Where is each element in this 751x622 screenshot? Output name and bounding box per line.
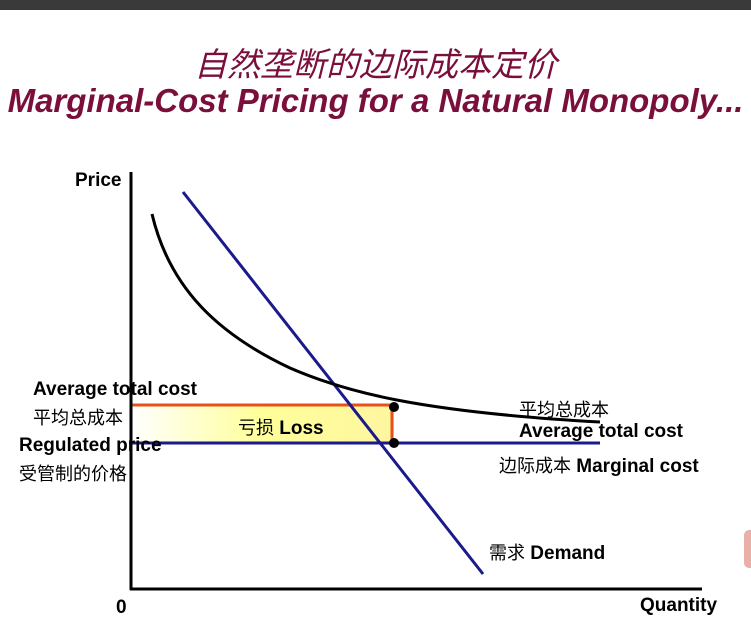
- marginal-cost-label: 边际成本 Marginal cost: [499, 452, 699, 478]
- demand-label: 需求 Demand: [489, 539, 605, 565]
- average-total-cost-curve: [150, 213, 601, 424]
- loss-label-cn: 亏损: [238, 418, 274, 439]
- x-axis-label: Quantity: [640, 595, 718, 616]
- atc-right-label: Average total cost: [519, 421, 684, 442]
- mc-demand-intersection-point: [389, 438, 399, 448]
- atc-intersection-point: [389, 402, 399, 412]
- regulated-price-label: Regulated price: [19, 435, 162, 456]
- slide-title-english: Marginal-Cost Pricing for a Natural Mono…: [7, 82, 744, 119]
- atc-right-label-cn: 平均总成本: [519, 400, 609, 421]
- top-bar: [0, 0, 751, 10]
- loss-label-en: Loss: [279, 418, 324, 439]
- demand-label-en: Demand: [530, 543, 606, 564]
- slide-title-chinese: 自然垄断的边际成本定价: [194, 45, 557, 84]
- side-tab[interactable]: [744, 530, 751, 568]
- atc-left-label: Average total cost: [33, 379, 198, 400]
- marginal-cost-label-cn: 边际成本: [499, 456, 571, 477]
- regulated-price-label-cn: 受管制的价格: [19, 464, 127, 485]
- y-axis-label: Price: [75, 170, 122, 191]
- marginal-cost-label-en: Marginal cost: [576, 456, 699, 477]
- origin-label: 0: [116, 597, 127, 618]
- atc-left-label-cn: 平均总成本: [33, 408, 123, 429]
- loss-area: [131, 405, 394, 442]
- demand-label-cn: 需求: [489, 543, 525, 564]
- loss-label: 亏损 Loss: [238, 414, 324, 440]
